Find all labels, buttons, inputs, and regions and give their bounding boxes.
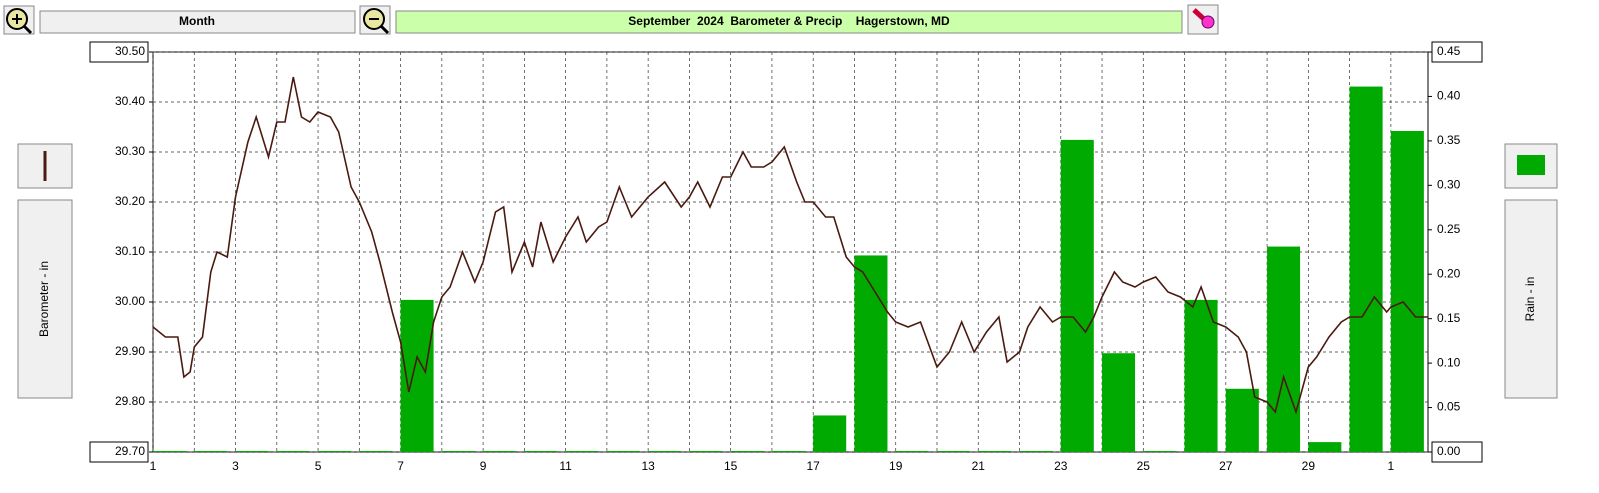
y2-tick-label: 0.35 (1437, 133, 1461, 147)
rain-bar (606, 451, 640, 452)
y-tick-label: 29.80 (115, 394, 145, 408)
y2-tick-label: 0.40 (1437, 89, 1461, 103)
x-tick-label: 19 (889, 459, 903, 473)
y2-axis-label: Rain - in (1523, 277, 1537, 322)
y2-tick-label: 0.05 (1437, 400, 1461, 414)
rain-bar (483, 451, 517, 452)
y-tick-box (89, 41, 149, 63)
y-tick-label: 29.90 (115, 344, 145, 358)
rain-bar (359, 451, 393, 452)
y2-tick-label: 0.00 (1437, 444, 1461, 458)
rain-bar (730, 451, 764, 452)
x-tick-label: 25 (1137, 459, 1151, 473)
period-button-label[interactable]: Month (179, 14, 215, 28)
rain-bar (524, 451, 558, 452)
y-axis-label: Barometer - in (37, 261, 51, 337)
y2-tick-box (1431, 441, 1483, 463)
rain-bar (895, 451, 929, 452)
period-button[interactable] (39, 10, 356, 34)
rain-bar (1143, 451, 1177, 452)
x-tick-label: 1 (150, 459, 157, 473)
rain-bar (1060, 139, 1094, 452)
y-tick-label: 30.00 (115, 294, 145, 308)
x-tick-label: 23 (1054, 459, 1068, 473)
rain-bar (1267, 246, 1301, 452)
rain-bar (1390, 131, 1424, 452)
y2-axis-button[interactable] (1504, 199, 1558, 399)
x-tick-label: 15 (724, 459, 738, 473)
x-tick-label: 5 (315, 459, 322, 473)
y2-tick-box (1431, 41, 1483, 63)
rain-bar (235, 451, 269, 452)
y2-tick-label: 0.25 (1437, 222, 1461, 236)
rain-bar (1349, 86, 1383, 453)
rain-bar (1019, 451, 1053, 452)
x-tick-label: 21 (972, 459, 986, 473)
title-box (395, 10, 1183, 34)
rain-bar (978, 451, 1012, 452)
rain-legend-swatch (1517, 155, 1545, 175)
rain-bar (936, 451, 970, 452)
rain-bar (441, 451, 475, 452)
barometer-line (152, 76, 1428, 415)
rain-bar (1308, 442, 1342, 452)
y-tick-label: 30.40 (115, 94, 145, 108)
rain-bar (194, 451, 228, 452)
chart-title: September 2024 Barometer & Precip Hagers… (628, 14, 950, 28)
zoom-out-button[interactable] (359, 5, 391, 35)
rain-bar (689, 451, 723, 452)
zoom-in-button[interactable] (3, 5, 35, 35)
y-tick-label: 30.10 (115, 244, 145, 258)
x-tick-label: 9 (480, 459, 487, 473)
y2-tick-label: 0.15 (1437, 311, 1461, 325)
rain-bar (153, 451, 187, 452)
y-axis-button[interactable] (17, 199, 73, 399)
x-tick-label: 3 (232, 459, 239, 473)
y-tick-label: 29.70 (115, 444, 145, 458)
y2-tick-label: 0.20 (1437, 266, 1461, 280)
y2-tick-label: 0.30 (1437, 178, 1461, 192)
x-tick-label: 27 (1219, 459, 1233, 473)
rain-bar (1225, 388, 1259, 452)
rain-bar (318, 451, 352, 452)
x-tick-label: 29 (1302, 459, 1316, 473)
y2-tick-label: 0.45 (1437, 44, 1461, 58)
x-tick-label: 7 (397, 459, 404, 473)
x-tick-label: 13 (641, 459, 655, 473)
x-tick-label: 17 (807, 459, 821, 473)
x-tick-label: 1 (1388, 459, 1395, 473)
y-tick-label: 30.50 (115, 44, 145, 58)
rain-bar (771, 451, 805, 452)
rain-bar (648, 451, 682, 452)
settings-icon[interactable] (1187, 4, 1219, 35)
y-tick-label: 30.20 (115, 194, 145, 208)
y-tick-label: 30.30 (115, 144, 145, 158)
y-tick-box (89, 441, 149, 463)
rain-bar (1184, 299, 1218, 452)
rain-bar (565, 451, 599, 452)
y2-tick-label: 0.10 (1437, 355, 1461, 369)
x-tick-label: 11 (559, 459, 572, 473)
rain-bar (1102, 353, 1136, 452)
rain-bar (813, 415, 847, 452)
rain-bar (854, 255, 888, 452)
rain-bar (276, 451, 310, 452)
